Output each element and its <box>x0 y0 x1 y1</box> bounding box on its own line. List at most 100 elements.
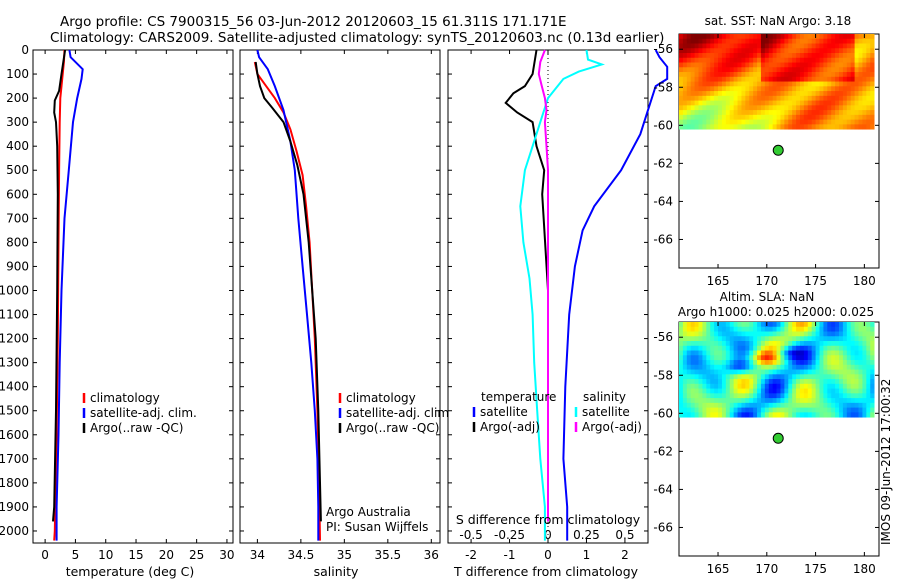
heatmap-cell <box>815 369 820 375</box>
heatmap-cell <box>757 43 762 49</box>
heatmap-cell <box>772 393 777 399</box>
heatmap-cell <box>733 114 738 121</box>
heatmap-cell <box>741 119 746 125</box>
heatmap-cell <box>682 336 688 342</box>
heatmap-cell <box>749 331 754 337</box>
heatmap-cell <box>823 360 828 366</box>
heatmap-cell <box>718 67 723 73</box>
heatmap-cell <box>737 91 742 97</box>
heatmap-cell <box>757 407 762 413</box>
heatmap-cell <box>839 355 844 361</box>
heatmap-cell <box>842 412 848 418</box>
heatmap-cell <box>784 114 789 121</box>
heatmap-cell <box>807 53 813 59</box>
heatmap-cell <box>714 48 719 54</box>
heatmap-cell <box>776 369 781 375</box>
heatmap-cell <box>835 95 840 101</box>
heatmap-cell <box>796 322 801 328</box>
heatmap-cell <box>811 341 816 347</box>
heatmap-cell <box>788 398 793 404</box>
heatmap-cell <box>721 76 727 82</box>
heatmap-cell <box>694 53 699 59</box>
heatmap-cell <box>741 91 746 97</box>
heatmap-cell <box>690 38 696 44</box>
heatmap-cell <box>796 336 801 342</box>
heatmap-cell <box>729 345 735 351</box>
heatmap-cell <box>831 72 836 78</box>
heatmap-cell <box>850 38 856 44</box>
heatmap-cell <box>846 34 852 40</box>
heatmap-cell <box>749 364 754 370</box>
heatmap-cell <box>823 43 828 49</box>
heatmap-cell <box>835 388 840 394</box>
heatmap-cell <box>819 48 824 54</box>
heatmap-cell <box>823 369 828 375</box>
heatmap-cell <box>866 124 871 130</box>
heatmap-cell <box>846 110 852 116</box>
heatmap-cell <box>706 76 711 82</box>
heatmap-cell <box>757 388 762 394</box>
heatmap-cell <box>870 76 875 82</box>
heatmap-cell <box>850 393 856 399</box>
heatmap-cell <box>803 48 809 54</box>
heatmap-cell <box>846 364 852 370</box>
heatmap-cell <box>745 383 750 389</box>
heatmap-cell <box>686 379 692 385</box>
heatmap-cell <box>772 57 777 63</box>
heatmap-cell <box>792 350 797 356</box>
heatmap-cell <box>796 355 801 361</box>
heatmap-cell <box>815 95 820 101</box>
heatmap-cell <box>733 355 738 361</box>
heatmap-cell <box>679 57 684 63</box>
heatmap-cell <box>784 379 789 385</box>
heatmap-cell <box>866 48 871 54</box>
heatmap-cell <box>803 86 809 92</box>
heatmap-cell <box>710 114 715 121</box>
heatmap-cell <box>694 402 699 409</box>
heatmap-cell <box>803 322 809 328</box>
heatmap-cell <box>796 407 801 413</box>
heatmap-cell <box>679 34 684 40</box>
heatmap-cell <box>694 110 699 116</box>
heatmap-cell <box>788 100 793 106</box>
heatmap-cell <box>866 326 871 332</box>
heatmap-cell <box>686 322 692 328</box>
sla-map-subtitle: Argo h1000: 0.025 h2000: 0.025 <box>678 305 874 319</box>
heatmap-cell <box>850 48 856 54</box>
heatmap-cell <box>815 57 820 63</box>
heatmap-cell <box>768 341 774 347</box>
heatmap-cell <box>768 86 774 92</box>
heatmap-cell <box>827 95 832 101</box>
heatmap-cell <box>846 407 852 413</box>
heatmap-cell <box>698 350 703 356</box>
heatmap-cell <box>764 374 770 380</box>
heatmap-cell <box>784 67 789 73</box>
heatmap-cell <box>679 388 684 394</box>
heatmap-cell <box>842 336 848 342</box>
heatmap-cell <box>839 402 844 409</box>
heatmap-cell <box>764 62 770 68</box>
heatmap-cell <box>807 345 813 351</box>
heatmap-cell <box>780 402 785 409</box>
heatmap-cell <box>827 86 832 92</box>
heatmap-cell <box>811 374 816 380</box>
heatmap-cell <box>870 119 875 125</box>
heatmap-cell <box>815 360 820 366</box>
heatmap-cell <box>749 355 754 361</box>
heatmap-cell <box>858 38 863 44</box>
heatmap-cell <box>690 114 696 121</box>
x-tick-label-top: 0.5 <box>615 528 634 542</box>
heatmap-cell <box>749 412 754 418</box>
heatmap-cell <box>792 119 797 125</box>
heatmap-cell <box>870 383 875 389</box>
heatmap-cell <box>823 62 828 68</box>
heatmap-cell <box>858 345 863 351</box>
heatmap-cell <box>776 402 781 409</box>
heatmap-cell <box>799 374 805 380</box>
heatmap-cell <box>764 43 770 49</box>
heatmap-cell <box>803 350 809 356</box>
heatmap-cell <box>757 62 762 68</box>
heatmap-cell <box>710 105 715 111</box>
heatmap-cell <box>776 383 781 389</box>
legend-title: salinity <box>583 390 626 404</box>
